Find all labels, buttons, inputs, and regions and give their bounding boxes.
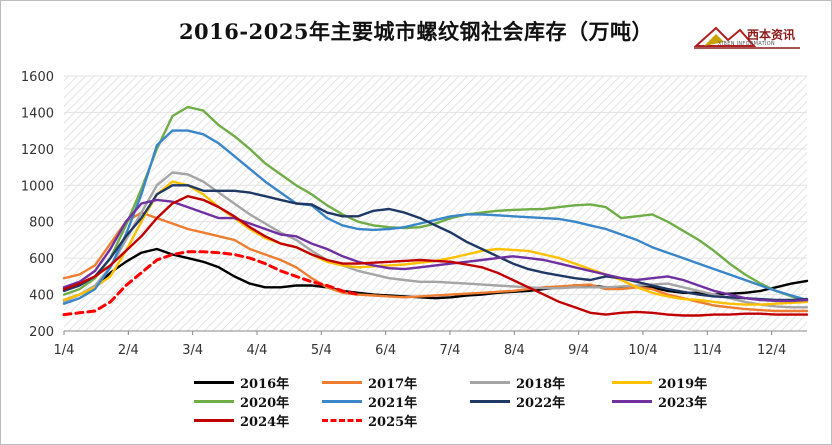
x-tick-label: 10/4	[628, 343, 657, 358]
y-tick-label: 600	[29, 252, 54, 267]
y-tick-label: 1600	[21, 70, 54, 85]
series-line-2018年	[62, 171, 809, 309]
logo-name: 西本资讯	[747, 28, 796, 42]
y-tick-label: 1000	[21, 179, 54, 194]
series-line-2022年	[62, 184, 809, 302]
y-tick-label: 1400	[21, 106, 54, 121]
logo-subtitle: XIBEN INFORMATION	[718, 41, 775, 47]
x-tick-label: 8/4	[504, 343, 525, 358]
x-tick-label: 2/4	[118, 343, 139, 358]
x-tick-label: 3/4	[182, 343, 203, 358]
x-tick-label: 9/4	[568, 343, 589, 358]
series-line-2021年	[62, 129, 809, 305]
x-tick-label: 7/4	[440, 343, 461, 358]
series-line-2024年	[62, 195, 809, 317]
series-line-2020年	[62, 105, 809, 302]
series-line-2023年	[62, 198, 809, 303]
y-tick-label: 200	[29, 325, 54, 340]
x-tick-label: 6/4	[375, 343, 396, 358]
chart-title: 2016-2025年主要城市螺纹钢社会库存（万吨）	[178, 19, 654, 44]
y-tick-label: 400	[29, 289, 54, 304]
x-tick-label: 1/4	[54, 343, 75, 358]
logo-mark	[694, 26, 800, 49]
x-tick-label: 12/4	[757, 343, 786, 358]
x-tick-label: 5/4	[311, 343, 332, 358]
x-tick-label: 11/4	[693, 343, 722, 358]
series-line-2025年	[62, 250, 360, 317]
x-tick-label: 4/4	[247, 343, 268, 358]
y-tick-label: 1200	[21, 143, 54, 158]
y-tick-label: 800	[29, 216, 54, 231]
